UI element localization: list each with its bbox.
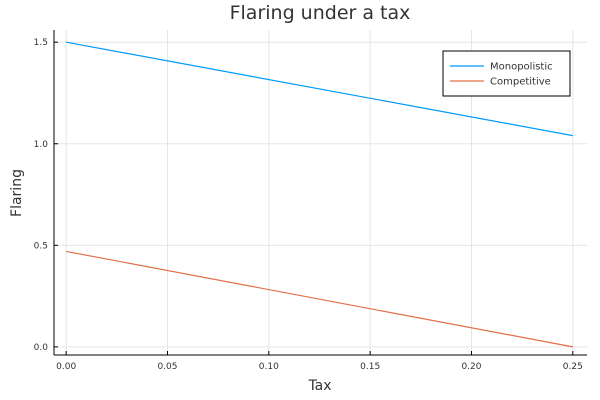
- y-axis-title: Flaring: [9, 169, 25, 217]
- legend: Monopolistic Competitive: [442, 50, 571, 97]
- axes: [53, 30, 587, 356]
- y-tick-label: 0.0: [34, 343, 49, 353]
- series-lines: [66, 41, 573, 348]
- series-line-competitive: [66, 250, 573, 348]
- x-tick-label: 0.05: [157, 362, 177, 372]
- y-tick-label: 0.5: [34, 241, 48, 251]
- legend-label-competitive: Competitive: [490, 77, 551, 88]
- series-line-monopolistic: [66, 41, 573, 137]
- y-tick-label: 1.0: [34, 140, 49, 150]
- legend-label-monopolistic: Monopolistic: [490, 62, 553, 73]
- tick-labels: 0.00 0.05 0.10 0.15 0.20 0.25 0.0 0.5 1.0 1.5: [34, 38, 583, 372]
- x-axis-title: Tax: [307, 378, 331, 394]
- x-tick-label: 0.15: [360, 362, 380, 372]
- grid-lines: [54, 30, 587, 355]
- x-tick-label: 0.10: [259, 362, 279, 372]
- y-tick-label: 1.5: [34, 38, 48, 48]
- x-tick-label: 0.00: [56, 362, 76, 372]
- chart-title: Flaring under a tax: [230, 2, 411, 24]
- legend-items: Monopolistic Competitive: [450, 62, 553, 88]
- x-tick-label: 0.20: [461, 362, 481, 372]
- legend-box: [442, 50, 571, 97]
- x-tick-label: 0.25: [563, 362, 583, 372]
